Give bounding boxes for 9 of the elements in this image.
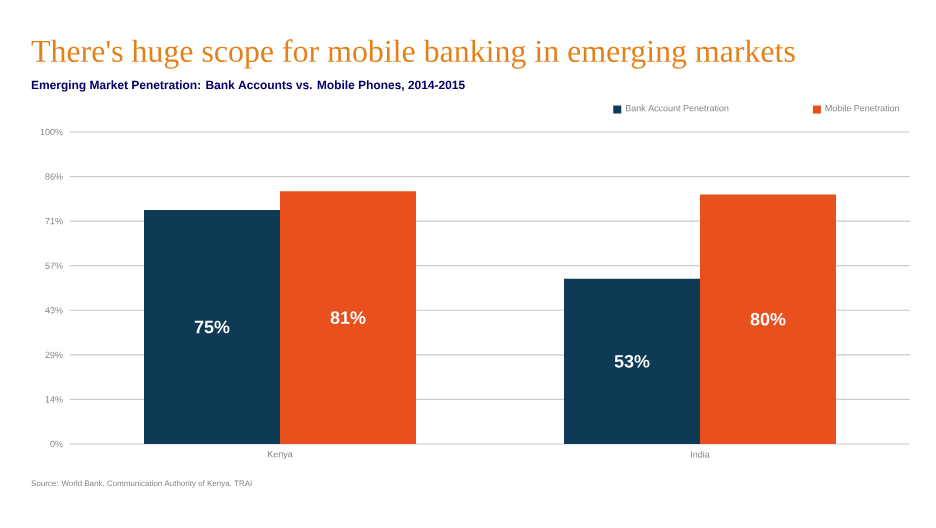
bar xyxy=(280,191,417,444)
bar xyxy=(144,210,280,444)
data-label: 80% xyxy=(750,312,786,326)
bar xyxy=(700,194,837,444)
data-label: 53% xyxy=(614,354,650,368)
chart-title: There's huge scope for mobile banking in emerging markets xyxy=(31,39,795,69)
data-label: 81% xyxy=(330,311,366,324)
data-label: 75% xyxy=(194,320,230,334)
bar xyxy=(564,278,701,444)
